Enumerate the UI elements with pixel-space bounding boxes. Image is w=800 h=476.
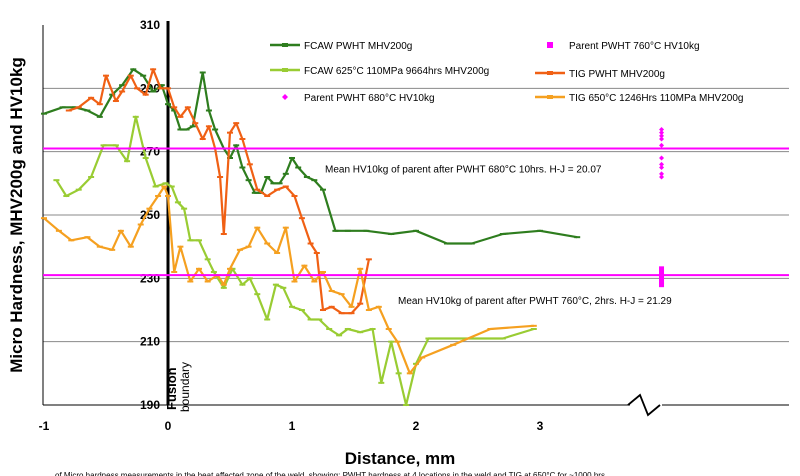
reference-line-label-1: Mean HV10kg of parent after PWHT 680°C 1… (325, 165, 602, 176)
figure-caption: of Micro hardness measurements in the he… (55, 471, 605, 476)
x-tick-label: 0 (165, 419, 172, 433)
y-tick-label: 190 (140, 398, 160, 412)
series-line-2 (55, 115, 535, 407)
x-tick-label: 1 (289, 419, 296, 433)
reference-lines: Mean HV10kg of parent after PWHT 680°C 1… (43, 147, 789, 307)
reference-line-label-2: Mean HV10kg of parent after PWHT 760°C, … (398, 296, 672, 307)
parent-760-marker (659, 282, 665, 288)
fusion-boundary-label-line2: boundary (178, 362, 192, 412)
parent-760-marker (659, 275, 665, 281)
parent-680-marker (659, 127, 665, 132)
x-tick-label: 3 (537, 419, 544, 433)
legend-label: TIG PWHT MHV200g (569, 69, 665, 80)
y-tick-label: 310 (140, 18, 160, 32)
x-axis-title: Distance, mm (345, 449, 456, 468)
parent-680-marker (659, 171, 665, 177)
series-layer (41, 68, 665, 407)
legend-marker (547, 42, 553, 48)
parent-680-marker (659, 161, 665, 167)
series-line-3 (68, 68, 370, 315)
legend-label: FCAW PWHT MHV200g (304, 41, 412, 52)
legend-label: FCAW 625°C 110MPa 9664hrs MHV200g (304, 66, 489, 77)
y-tick-label: 230 (140, 271, 160, 285)
parent-680-marker (659, 155, 665, 161)
parent-760-marker (659, 279, 665, 284)
chart-annotations: Fusion boundary of Micro hardness measurem… (55, 362, 605, 476)
y-tick-label: 210 (140, 335, 160, 349)
parent-680-marker (659, 165, 665, 170)
parent-680-marker (659, 142, 665, 148)
legend-label: TIG 650°C 1246Hrs 110MPa MHV200g (569, 93, 743, 104)
legend-label: Parent PWHT 760°C HV10kg (569, 41, 700, 52)
parent-760-marker (659, 266, 665, 272)
fusion-boundary-label-line1: Fusion (164, 367, 179, 410)
legend-marker (282, 94, 288, 100)
grid (42, 21, 789, 417)
axis-break-marker (627, 393, 661, 417)
legend-label: Parent PWHT 680°C HV10kg (304, 93, 435, 104)
x-tick-label: -1 (39, 419, 50, 433)
y-axis-title: Micro Hardness, MHV200g and HV10kg (7, 57, 26, 373)
legend: FCAW PWHT MHV200g FCAW 625°C 110MPa 9664h… (270, 41, 743, 104)
parent-680-marker (659, 174, 665, 180)
parent-680-marker (659, 136, 665, 142)
x-tick-label: 2 (413, 419, 420, 433)
parent-680-marker (659, 130, 665, 136)
parent-680-marker (659, 133, 665, 139)
parent-760-marker (659, 269, 665, 275)
